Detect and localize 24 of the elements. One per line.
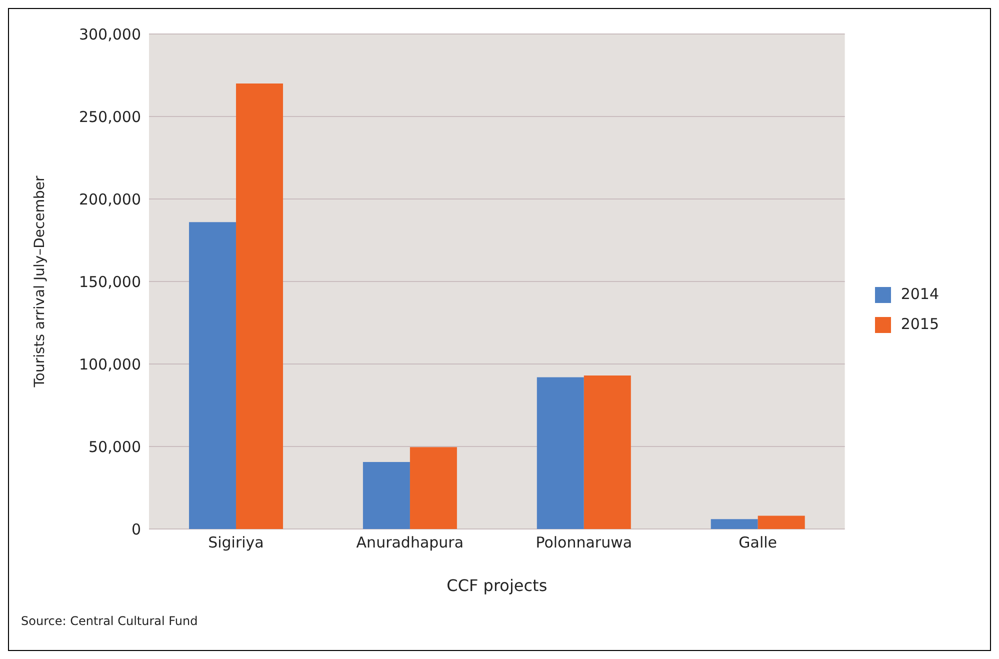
y-tick-label: 0 <box>131 520 141 538</box>
bar <box>710 519 758 529</box>
x-axis-title: CCF projects <box>446 576 548 595</box>
y-tick-label: 50,000 <box>88 438 141 456</box>
source-note: Source: Central Cultural Fund <box>21 614 198 628</box>
legend-label: 2015 <box>900 315 939 333</box>
x-tick-label: Anuradhapura <box>356 534 464 552</box>
bar <box>236 84 284 529</box>
y-axis-title: Tourists arrival July–December <box>32 176 48 388</box>
bar <box>536 377 584 529</box>
x-tick-label: Sigiriya <box>208 534 264 552</box>
bar <box>189 222 236 529</box>
y-tick-label: 100,000 <box>78 355 141 374</box>
bar <box>362 462 410 529</box>
y-tick-label: 300,000 <box>78 25 141 44</box>
x-tick-label: Polonnaruwa <box>536 534 632 552</box>
bar <box>410 447 457 529</box>
bar <box>584 376 631 529</box>
bar <box>758 516 805 529</box>
x-tick-label: Galle <box>738 534 778 552</box>
y-tick-label: 250,000 <box>78 108 141 126</box>
legend-label: 2014 <box>900 285 939 303</box>
y-tick-label: 150,000 <box>78 272 141 291</box>
y-tick-label: 200,000 <box>78 190 141 208</box>
